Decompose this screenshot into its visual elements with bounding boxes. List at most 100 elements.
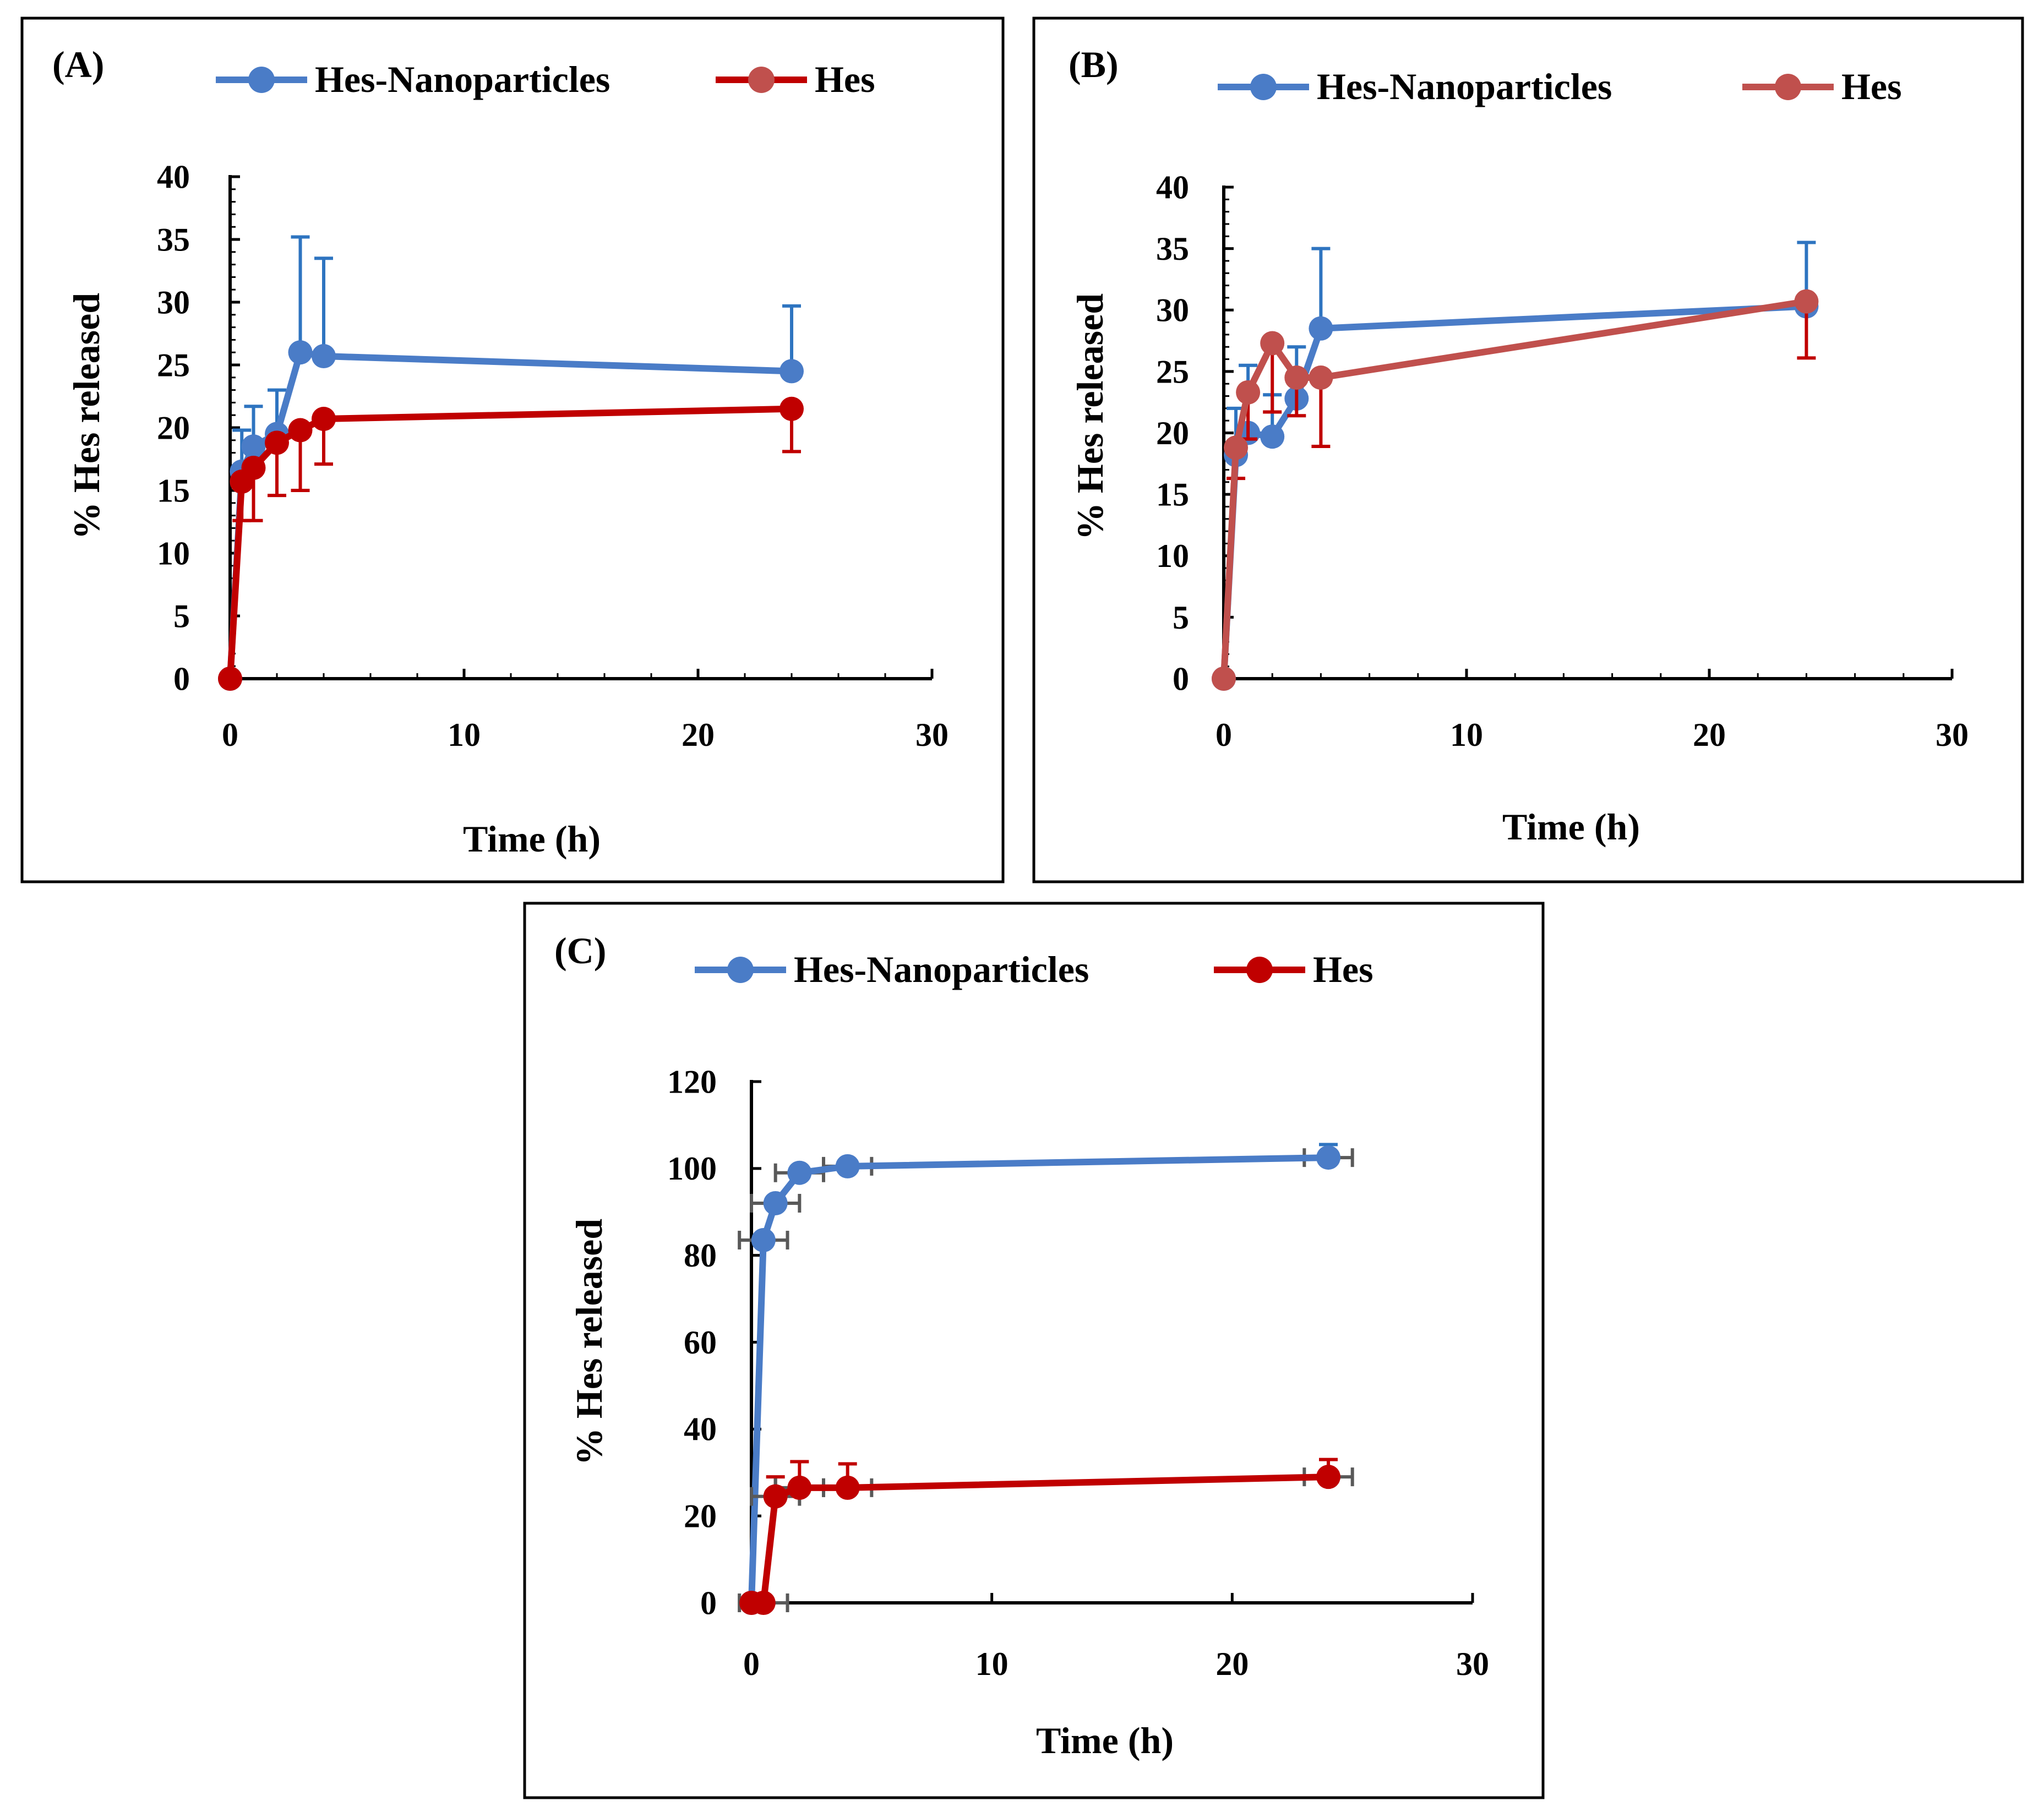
x-tick-label: 20 — [682, 717, 715, 753]
panel-b-xlabel: Time (h) — [1502, 806, 1640, 848]
y-tick-label: 0 — [1173, 661, 1189, 697]
panel-c-legend: Hes-Nanoparticles Hes — [695, 948, 1373, 990]
data-point — [312, 407, 336, 432]
data-point — [288, 340, 313, 365]
panel-a-ylabel: % Hes released — [66, 293, 107, 539]
legend-c-nano-label: Hes-Nanoparticles — [794, 948, 1089, 990]
y-tick-label: 20 — [1156, 415, 1189, 451]
panel-b-yticklabels: 0 5 10 15 20 25 30 35 40 — [1156, 169, 1189, 697]
data-point — [751, 1228, 776, 1253]
data-point — [751, 1591, 776, 1615]
y-tick-label: 40 — [684, 1411, 717, 1448]
y-tick-label: 10 — [1156, 538, 1189, 574]
panel-b-frame — [1032, 17, 2024, 883]
y-tick-label: 15 — [157, 472, 190, 509]
x-tick-label: 10 — [448, 717, 481, 753]
y-tick-label: 0 — [173, 661, 190, 697]
data-point — [763, 1484, 788, 1509]
panel-c-ylabel: % Hes released — [568, 1219, 610, 1465]
y-tick-label: 15 — [1156, 477, 1189, 513]
legend-b-hes-label: Hes — [1841, 66, 1902, 107]
y-tick-label: 60 — [684, 1324, 717, 1361]
panel-a-legend: Hes-Nanoparticles Hes — [216, 58, 875, 100]
panel-b-x-ticks — [1222, 669, 1954, 679]
panel-b-plot: 0 10 20 30 0 5 10 15 20 25 30 35 40 — [1156, 169, 1969, 753]
panel-c-xticklabels: 0 10 20 30 — [743, 1646, 1489, 1682]
panel-c-label: (C) — [554, 930, 606, 972]
data-point — [1316, 1145, 1340, 1170]
y-tick-label: 25 — [1156, 353, 1189, 390]
y-tick-label: 5 — [1173, 599, 1189, 636]
y-tick-label: 80 — [684, 1237, 717, 1274]
data-point — [780, 396, 804, 421]
panel-a: (A) Hes-Nanoparticles Hes % Hes released… — [20, 17, 1005, 883]
data-point — [1284, 365, 1309, 390]
y-tick-label: 40 — [1156, 169, 1189, 205]
panel-b: (B) Hes-Nanoparticles Hes % Hes released… — [1032, 17, 2024, 883]
series-line — [748, 1154, 1329, 1603]
panel-a-yticklabels: 0 5 10 15 20 25 30 35 40 — [157, 159, 190, 697]
x-tick-label: 30 — [915, 717, 949, 753]
y-tick-label: 30 — [157, 284, 190, 320]
y-tick-label: 10 — [157, 535, 190, 571]
series-hes — [738, 1458, 1354, 1615]
legend-b-hes-marker — [1775, 74, 1801, 100]
legend-a-hes-label: Hes — [815, 58, 875, 100]
data-point — [241, 455, 266, 480]
series-hes-nanoparticles — [738, 1143, 1354, 1615]
panel-a-xticklabels: 0 10 20 30 — [222, 717, 949, 753]
data-point — [787, 1160, 812, 1185]
x-tick-label: 20 — [1693, 717, 1726, 753]
legend-a-nano-label: Hes-Nanoparticles — [315, 58, 610, 100]
panel-a-label: (A) — [52, 43, 104, 85]
panel-c-yticklabels: 0 20 40 60 80 100 120 — [667, 1063, 717, 1621]
panel-a-xlabel: Time (h) — [463, 818, 601, 860]
panel-c-frame — [523, 902, 1545, 1799]
data-point — [1794, 289, 1819, 314]
x-tick-label: 10 — [975, 1646, 1009, 1682]
data-point — [780, 359, 804, 384]
data-point — [787, 1475, 812, 1500]
data-point — [763, 1191, 788, 1215]
data-point — [835, 1475, 860, 1500]
panel-b-series — [1212, 241, 1819, 691]
y-tick-label: 100 — [667, 1150, 717, 1187]
x-tick-label: 0 — [222, 717, 238, 753]
legend-c-hes-label: Hes — [1313, 948, 1373, 990]
y-tick-label: 35 — [157, 221, 190, 258]
y-tick-label: 20 — [684, 1498, 717, 1535]
data-point — [288, 418, 313, 443]
y-tick-label: 25 — [157, 347, 190, 383]
data-point — [1309, 316, 1333, 341]
panel-a-series — [218, 235, 804, 691]
legend-a-hes-marker — [748, 67, 775, 93]
panel-c: (C) Hes-Nanoparticles Hes % Hes released… — [523, 902, 1545, 1799]
panel-c-xlabel: Time (h) — [1036, 1720, 1174, 1761]
legend-b-nano-marker — [1250, 74, 1277, 100]
data-point — [1316, 1465, 1340, 1489]
data-point — [241, 434, 266, 459]
data-point — [835, 1154, 860, 1178]
data-point — [1224, 435, 1249, 460]
series-hes — [1212, 289, 1819, 691]
panel-b-legend: Hes-Nanoparticles Hes — [1218, 66, 1902, 107]
x-tick-label: 30 — [1456, 1646, 1489, 1682]
y-tick-label: 5 — [173, 598, 190, 634]
panel-b-label: (B) — [1069, 43, 1119, 85]
legend-c-hes-marker — [1246, 957, 1273, 983]
data-point — [312, 344, 336, 369]
panel-c-plot: 0 10 20 30 0 20 40 60 80 100 120 — [667, 1063, 1489, 1682]
y-tick-label: 120 — [667, 1063, 717, 1100]
panel-b-xticklabels: 0 10 20 30 — [1216, 717, 1969, 753]
x-tick-label: 0 — [743, 1646, 760, 1682]
panel-a-plot: 0 10 20 30 0 5 10 15 20 25 30 35 40 — [157, 159, 949, 753]
x-tick-label: 10 — [1450, 717, 1483, 753]
legend-a-nano-marker — [248, 67, 275, 93]
x-tick-label: 20 — [1216, 1646, 1249, 1682]
data-point — [1309, 365, 1333, 390]
data-point — [218, 667, 242, 691]
y-tick-label: 30 — [1156, 292, 1189, 329]
series-hes — [218, 396, 804, 691]
legend-c-nano-marker — [727, 957, 754, 983]
